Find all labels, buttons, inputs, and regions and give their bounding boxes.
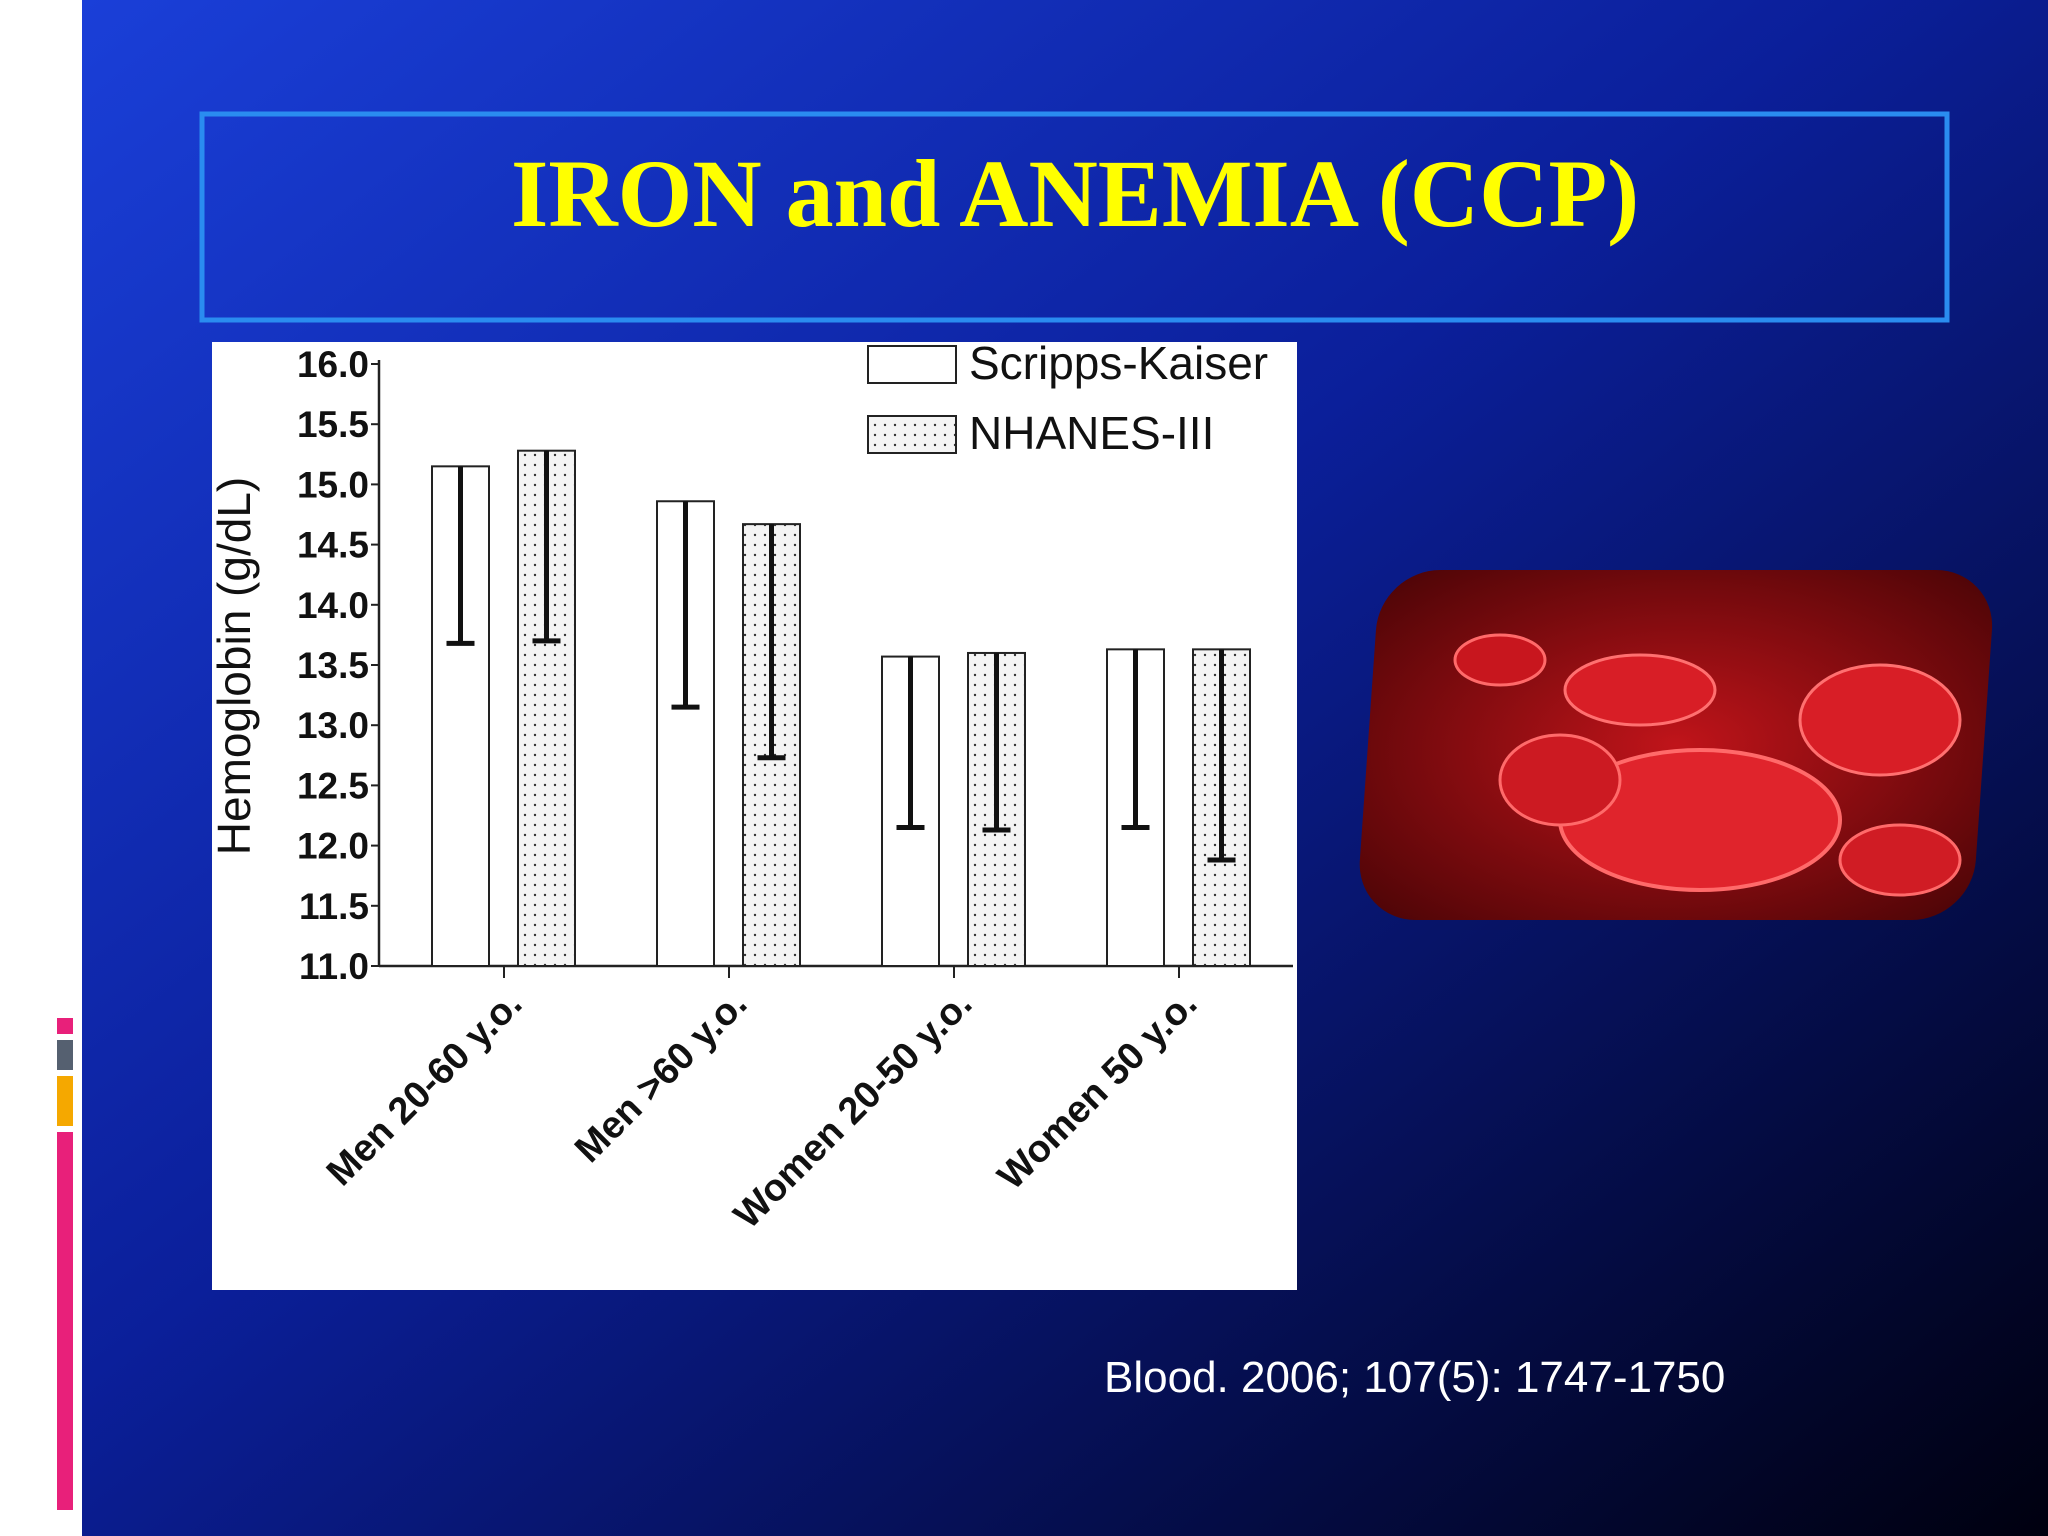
- y-tick-label: 12.0: [297, 826, 369, 867]
- y-tick-label: 14.5: [297, 525, 369, 566]
- cell: [1453, 633, 1547, 687]
- citation: Blood. 2006; 107(5): 1747-1750: [1104, 1353, 1725, 1402]
- y-tick-label: 15.0: [297, 464, 369, 505]
- decoration: [57, 1040, 73, 1070]
- y-tick-label: 12.5: [297, 765, 369, 806]
- decoration: [57, 1132, 73, 1510]
- decoration: [50, 160, 80, 235]
- legend-swatch: [867, 415, 957, 454]
- legend-label: Scripps-Kaiser: [969, 337, 1268, 389]
- y-tick-label: 13.0: [297, 705, 369, 746]
- cell: [1563, 653, 1717, 727]
- y-tick-label: 11.0: [299, 946, 369, 987]
- decoration: [57, 1018, 73, 1034]
- y-tick-label: 15.5: [297, 404, 369, 445]
- y-tick-label: 11.5: [299, 886, 369, 927]
- y-axis-label: Hemoglobin (g/dL): [208, 477, 260, 855]
- cell: [1798, 663, 1962, 777]
- decoration: [57, 1076, 73, 1126]
- title-box: [199, 111, 1950, 323]
- blood-image: [1359, 570, 1993, 920]
- cell: [1498, 733, 1622, 827]
- cell: [1838, 823, 1962, 897]
- slide-title: IRON and ANEMIA (CCP): [511, 140, 1639, 247]
- legend-label: NHANES-III: [969, 407, 1214, 459]
- y-tick-label: 16.0: [297, 344, 369, 385]
- y-tick-label: 13.5: [297, 645, 369, 686]
- legend-swatch: [867, 345, 957, 384]
- y-tick-label: 14.0: [297, 585, 369, 626]
